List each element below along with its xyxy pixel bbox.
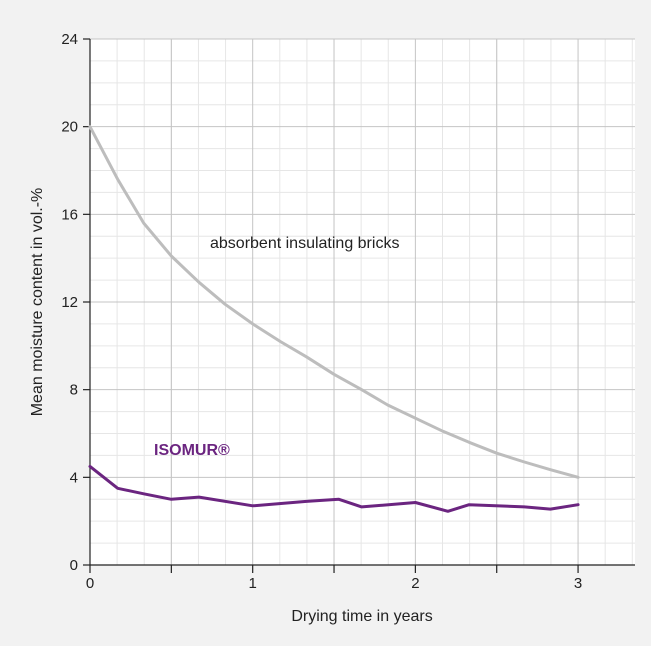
series-label-isomur: ISOMUR® xyxy=(154,442,230,459)
y-tick-label: 4 xyxy=(70,469,78,486)
series-line-isomur xyxy=(88,464,580,513)
y-tick-label: 24 xyxy=(61,31,78,48)
series-labels: absorbent insulating bricks ISOMUR® xyxy=(154,235,399,459)
y-axis-label: Mean moisture content in vol.-% xyxy=(29,188,46,417)
x-axis-label: Drying time in years xyxy=(291,608,432,625)
x-tick-label: 3 xyxy=(574,575,582,592)
x-tick-label: 1 xyxy=(249,575,257,592)
x-tick-label: 2 xyxy=(411,575,419,592)
y-tick-label: 16 xyxy=(61,206,78,223)
y-tick-label: 0 xyxy=(70,557,78,574)
y-tick-label: 12 xyxy=(61,294,78,311)
major-grid xyxy=(90,38,635,565)
x-tick-label: 0 xyxy=(86,575,94,592)
series-layer xyxy=(88,125,580,513)
y-tick-label: 20 xyxy=(61,119,78,136)
series-line-absorbent-bricks xyxy=(88,125,580,479)
series-label-absorbent-bricks: absorbent insulating bricks xyxy=(210,235,399,252)
y-tick-label: 8 xyxy=(70,382,78,399)
